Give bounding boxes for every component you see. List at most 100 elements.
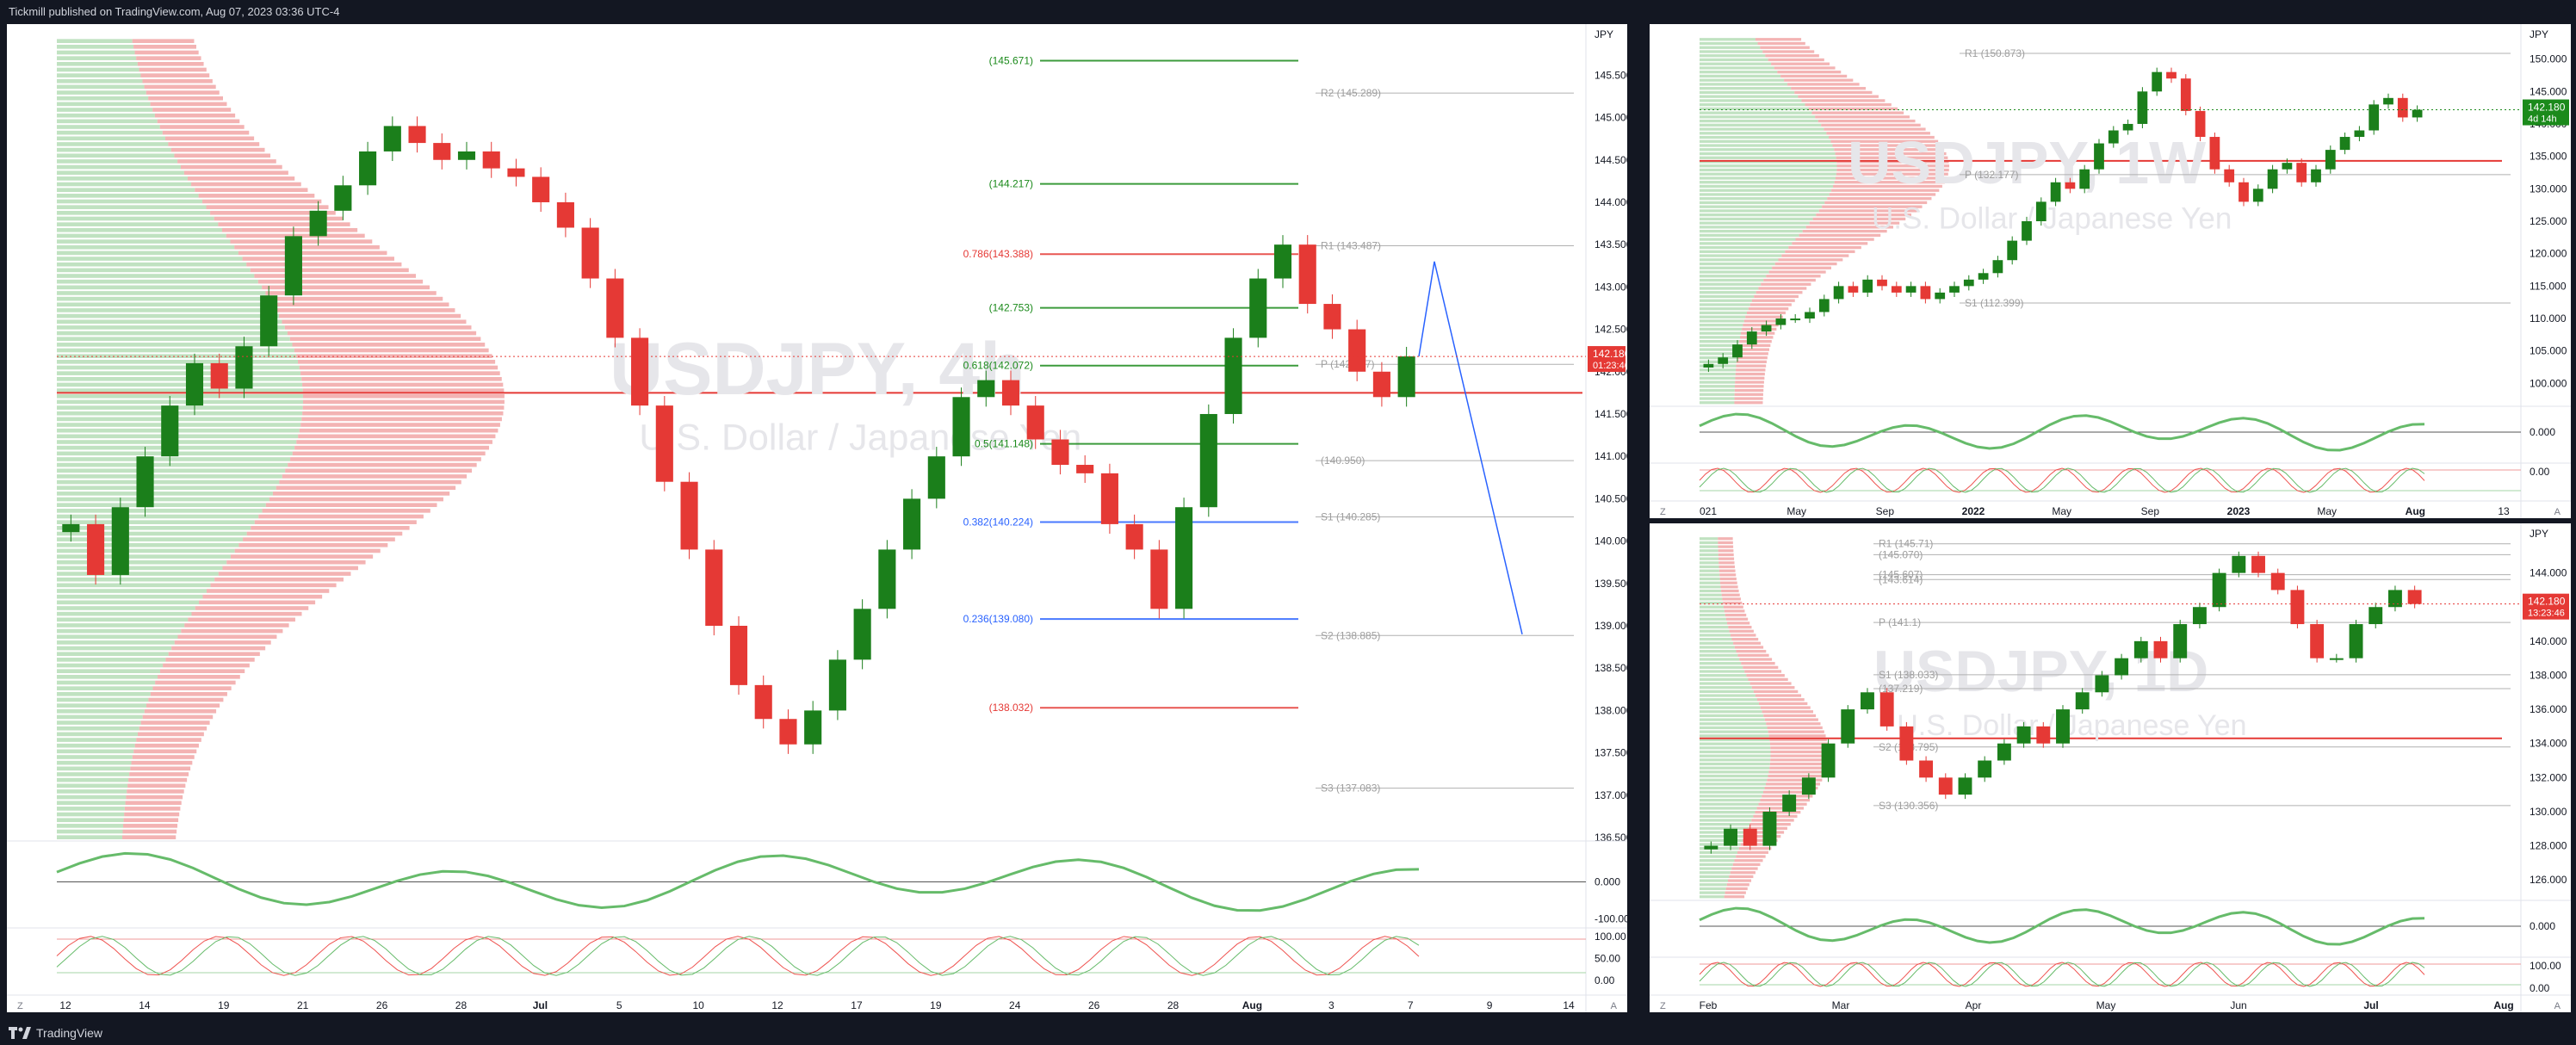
price-axis-tick: 125.000: [2530, 215, 2567, 227]
candle-body: [1801, 777, 1816, 795]
volume-profile-bar-buy: [1700, 891, 1725, 894]
volume-profile-bar-buy: [1700, 66, 1774, 70]
stoch-d-line: [1699, 962, 2425, 987]
chart-panel-4h[interactable]: USDJPY, 4h U.S. Dollar / Japanese Yen (145…: [7, 24, 1627, 1012]
volume-profile-bar-buy: [57, 325, 285, 330]
volume-profile-bar-sell: [1718, 557, 1735, 560]
volume-profile-bar-sell: [1774, 262, 1837, 266]
chart-panel-1w[interactable]: USDJPY, 1W U.S. Dollar / Japanese Yen R1 (…: [1650, 24, 2571, 518]
price-axis-tick: 115.000: [2530, 280, 2567, 292]
volume-profile-bar-sell: [272, 492, 450, 496]
volume-profile-bar-sell: [1831, 189, 1940, 192]
volume-profile-bar-sell: [1734, 397, 1763, 400]
volume-profile-bar-sell: [134, 743, 199, 748]
volume-profile-bar-buy: [57, 726, 139, 731]
volume-profile-bar-buy: [1700, 819, 1752, 822]
volume-profile-bar-sell: [1766, 782, 1821, 786]
volume-profile-bar-sell: [142, 78, 213, 83]
volume-profile-bar-buy: [57, 594, 203, 599]
volume-profile-bar-sell: [1719, 577, 1737, 581]
volume-profile-bar-buy: [57, 697, 149, 702]
volume-profile-bar-buy: [57, 331, 288, 336]
volume-profile-bar-buy: [57, 680, 156, 685]
volume-profile-bar-sell: [137, 61, 204, 66]
volume-profile-bar-sell: [1771, 62, 1830, 65]
volume-profile-bar-buy: [57, 812, 125, 817]
candle-body: [977, 380, 995, 398]
volume-profile-bar-sell: [1781, 254, 1849, 257]
volume-profile-bar-buy: [57, 708, 145, 714]
volume-profile-bar-buy: [57, 285, 263, 290]
volume-profile-bar-sell: [162, 130, 250, 135]
volume-profile-bar-buy: [1700, 718, 1765, 721]
volume-profile-bar-buy: [1700, 762, 1770, 766]
volume-profile-bar-sell: [1719, 573, 1737, 577]
volume-profile-bar-buy: [57, 244, 235, 250]
volume-profile-bar-sell: [160, 669, 245, 673]
volume-profile-bar-sell: [130, 766, 191, 771]
price-axis-tick: 105.000: [2530, 345, 2567, 357]
volume-profile-bar-sell: [1758, 287, 1807, 290]
pivot-level-label: (145.607): [1879, 569, 1923, 581]
candle-body: [1877, 279, 1887, 287]
volume-profile-bar-sell: [184, 623, 289, 628]
volume-profile-bar-buy: [1700, 802, 1759, 806]
volume-profile-bar-sell: [210, 210, 336, 215]
volume-profile-bar-buy: [57, 388, 303, 393]
volume-profile-bar-sell: [1802, 229, 1887, 233]
volume-profile-bar-sell: [1732, 863, 1761, 866]
volume-profile-bar-sell: [1834, 148, 1945, 151]
volume-profile-bar-sell: [174, 153, 271, 158]
volume-profile-bar-buy: [1700, 569, 1719, 572]
volume-profile-bar-sell: [226, 560, 366, 565]
volume-profile-bar-buy: [57, 531, 247, 536]
volume-profile-bar-sell: [1734, 859, 1763, 863]
candle-body: [260, 295, 278, 347]
volume-profile-bar-buy: [1700, 689, 1754, 694]
volume-profile-bar-buy: [57, 829, 123, 834]
volume-profile-bar-buy: [57, 376, 302, 381]
volume-profile-bar-sell: [122, 835, 176, 839]
fib-level-label: 0.786(143.388): [963, 248, 1033, 260]
volume-profile-bar-buy: [57, 337, 290, 342]
candle-body: [804, 710, 822, 745]
volume-profile-bar-sell: [1735, 376, 1765, 380]
volume-profile-bar-buy: [1700, 831, 1746, 834]
volume-profile-bar-buy: [57, 503, 266, 508]
price-axis-tick: 140.000: [2530, 635, 2567, 647]
volume-profile-bar-sell: [132, 39, 195, 43]
chart-1d[interactable]: USDJPY, 1D U.S. Dollar / Japanese Yen R1 (…: [1650, 523, 2571, 1012]
volume-profile-bar-sell: [1784, 78, 1854, 82]
volume-profile-bar-buy: [57, 577, 215, 582]
candle-body: [1051, 439, 1069, 466]
volume-profile-bar-sell: [1809, 221, 1900, 225]
volume-profile-bar-buy: [57, 492, 273, 496]
fib-level-label: 0.5(141.148): [975, 438, 1033, 450]
chart-panel-1d[interactable]: USDJPY, 1D U.S. Dollar / Japanese Yen R1 (…: [1650, 523, 2571, 1012]
bar-countdown: 01:23:46: [1593, 361, 1627, 371]
volume-profile-bar-buy: [1700, 193, 1830, 196]
volume-profile-bar-buy: [57, 90, 146, 95]
chart-1w[interactable]: USDJPY, 1W U.S. Dollar / Japanese Yen R1 (…: [1650, 24, 2571, 518]
time-axis-tick: Jul: [533, 999, 548, 1011]
chart-4h[interactable]: USDJPY, 4h U.S. Dollar / Japanese Yen (145…: [7, 24, 1627, 1012]
candle-body: [2192, 607, 2207, 625]
candle-body: [2310, 624, 2325, 659]
volume-profile-bar-sell: [1736, 368, 1766, 372]
pivot-level-label: R1 (150.873): [1965, 47, 2025, 59]
volume-profile-bar-sell: [174, 640, 271, 645]
volume-profile-bar-buy: [1700, 646, 1735, 649]
volume-profile-bar-sell: [302, 405, 505, 410]
candle-body: [457, 151, 476, 160]
volume-profile-bar-buy: [57, 548, 235, 553]
volume-profile-bar-sell: [1827, 197, 1932, 201]
volume-profile-bar-buy: [1700, 388, 1735, 393]
volume-profile-bar-sell: [292, 451, 486, 456]
volume-profile-bar-buy: [1700, 549, 1718, 553]
stoch-k-line: [1699, 962, 2425, 987]
volume-profile-bar-buy: [1700, 127, 1824, 131]
oscillator-axis-tick: 0.000: [1595, 876, 1620, 888]
volume-profile-bar-sell: [1737, 356, 1768, 360]
volume-profile-bar-sell: [1722, 597, 1741, 601]
volume-profile-bar-sell: [1721, 593, 1740, 597]
